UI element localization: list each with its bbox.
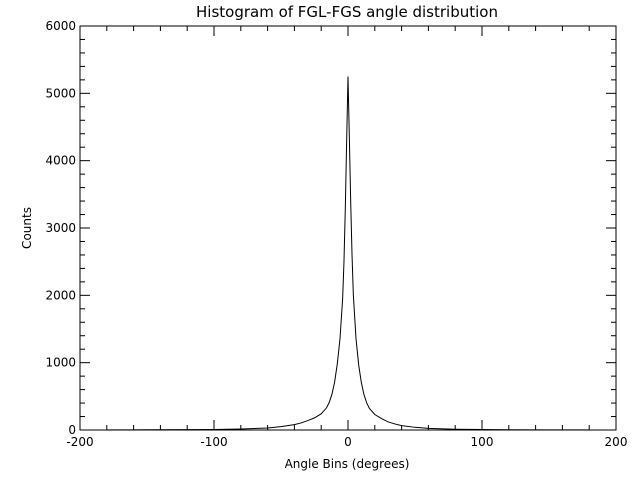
x-axis-ticks	[79, 26, 617, 430]
y-tick-label: 5000	[45, 86, 76, 100]
x-axis-label: Angle Bins (degrees)	[285, 457, 410, 471]
x-tick-label: -200	[66, 435, 93, 449]
x-axis-tick-labels: -200 -100 0 100 200	[66, 435, 627, 449]
y-tick-label: 2000	[45, 288, 76, 302]
series-line-counts	[106, 76, 590, 431]
y-axis-ticks	[80, 25, 616, 431]
y-axis-label: Counts	[20, 207, 34, 249]
x-tick-label: -100	[200, 435, 227, 449]
y-tick-label: 6000	[45, 19, 76, 33]
y-tick-label: 3000	[45, 221, 76, 235]
x-tick-label: 0	[344, 435, 352, 449]
y-tick-label: 4000	[45, 154, 76, 168]
y-tick-label: 1000	[45, 356, 76, 370]
y-axis-tick-labels: 0 1000 2000 3000 4000 5000 6000	[45, 19, 76, 437]
x-tick-label: 100	[471, 435, 494, 449]
x-tick-label: 200	[605, 435, 628, 449]
chart-title: Histogram of FGL-FGS angle distribution	[196, 3, 498, 21]
y-tick-label: 0	[68, 423, 76, 437]
